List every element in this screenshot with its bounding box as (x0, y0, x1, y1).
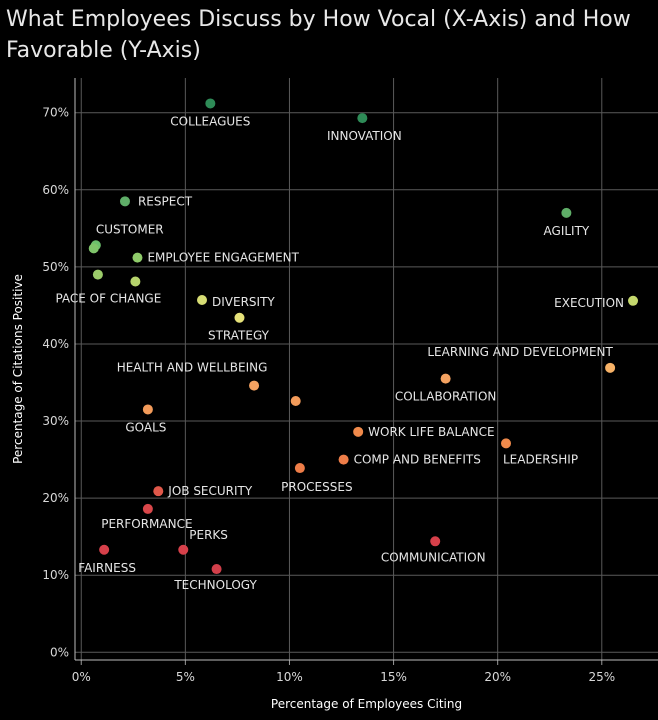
label-processes: PROCESSES (281, 480, 352, 494)
data-labels: COLLEAGUES INNOVATION RESPECT AGILITY CUSTOM… (55, 114, 624, 592)
y-tick-label: 10% (42, 568, 69, 582)
point-job-security[interactable] (153, 486, 164, 497)
x-tick-label: 25% (588, 670, 615, 684)
label-execution: EXECUTION (554, 296, 624, 310)
label-respect: RESPECT (138, 194, 193, 208)
point-pace-of-change[interactable] (130, 276, 141, 287)
label-comp-and-benefits: COMP AND BENEFITS (354, 453, 481, 467)
y-tick-label: 70% (42, 106, 69, 120)
label-goals: GOALS (125, 420, 166, 434)
point-performance[interactable] (142, 503, 153, 514)
label-colleagues: COLLEAGUES (170, 114, 250, 128)
point-technology[interactable] (211, 564, 222, 575)
y-tick-label: 30% (42, 414, 69, 428)
label-job-security: JOB SECURITY (167, 484, 253, 498)
label-leadership: LEADERSHIP (503, 452, 578, 466)
chart-title: What Employees Discuss by How Vocal (X-A… (6, 7, 631, 63)
label-strategy: STRATEGY (208, 329, 270, 343)
point-health-2[interactable] (290, 395, 301, 406)
label-technology: TECHNOLOGY (173, 578, 257, 592)
label-work-life-balance: WORK LIFE BALANCE (368, 425, 494, 439)
point-perks[interactable] (178, 544, 189, 555)
point-strategy[interactable] (234, 312, 245, 323)
tick-labels: 0% 10% 20% 30% 40% 50% 60% 70% 0% 5% 10% 15% 20% 25% (42, 106, 615, 684)
label-health-and-wellbeing: HEALTH AND WELLBEING (117, 361, 268, 375)
data-points (88, 98, 639, 575)
x-tick-label: 20% (484, 670, 511, 684)
point-customer-2[interactable] (88, 243, 99, 254)
y-tick-label: 20% (42, 491, 69, 505)
label-performance: PERFORMANCE (101, 517, 192, 531)
axes (74, 78, 658, 665)
point-fairness[interactable] (99, 544, 110, 555)
point-health-and-wellbeing[interactable] (249, 380, 260, 391)
point-processes[interactable] (294, 463, 305, 474)
y-tick-label: 60% (42, 183, 69, 197)
point-respect[interactable] (119, 196, 130, 207)
y-axis-label: Percentage of Citations Positive (11, 274, 25, 464)
x-tick-label: 15% (380, 670, 407, 684)
label-diversity: DIVERSITY (212, 295, 275, 309)
point-learning-and-development[interactable] (605, 362, 616, 373)
point-goals[interactable] (142, 404, 153, 415)
point-colleagues[interactable] (205, 98, 216, 109)
label-collaboration: COLLABORATION (395, 390, 497, 404)
point-diversity[interactable] (197, 295, 208, 306)
y-tick-label: 50% (42, 260, 69, 274)
grid (75, 78, 658, 660)
point-employee-engagement[interactable] (132, 252, 143, 263)
label-customer: CUSTOMER (96, 222, 164, 236)
point-communication[interactable] (430, 536, 441, 547)
label-agility: AGILITY (544, 224, 590, 238)
label-perks: PERKS (189, 528, 228, 542)
label-innovation: INNOVATION (327, 129, 402, 143)
label-fairness: FAIRNESS (78, 561, 136, 575)
point-pace-of-change-a[interactable] (92, 269, 103, 280)
label-employee-engagement: EMPLOYEE ENGAGEMENT (147, 251, 299, 265)
point-collaboration[interactable] (440, 373, 451, 384)
point-innovation[interactable] (357, 113, 368, 124)
x-tick-label: 10% (276, 670, 303, 684)
point-work-life-balance[interactable] (353, 426, 364, 437)
x-tick-label: 5% (176, 670, 195, 684)
label-pace-of-change: PACE OF CHANGE (55, 292, 161, 306)
point-comp-and-benefits[interactable] (338, 454, 349, 465)
y-tick-label: 0% (50, 645, 69, 659)
x-axis-label: Percentage of Employees Citing (271, 697, 462, 711)
point-execution[interactable] (628, 295, 639, 306)
label-communication: COMMUNICATION (381, 550, 486, 564)
x-tick-label: 0% (72, 670, 91, 684)
point-agility[interactable] (561, 207, 572, 218)
label-learning-and-development: LEARNING AND DEVELOPMENT (427, 345, 613, 359)
point-leadership[interactable] (501, 438, 512, 449)
y-tick-label: 40% (42, 337, 69, 351)
